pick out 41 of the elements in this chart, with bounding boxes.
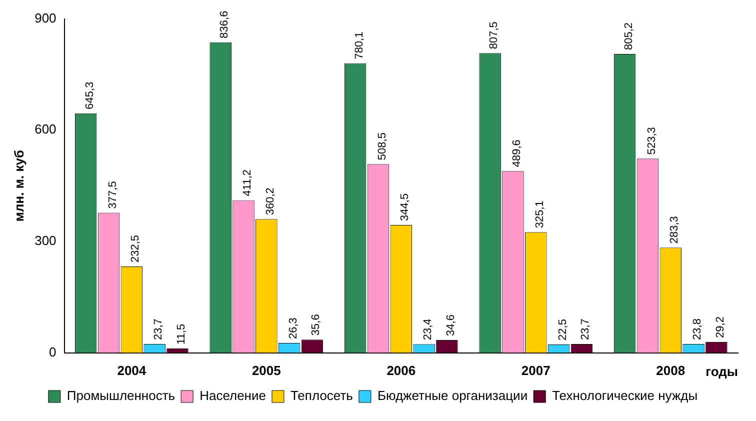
data-label: 11,5 bbox=[176, 324, 188, 345]
y-tick-label: 300 bbox=[34, 233, 56, 248]
data-label: 523,3 bbox=[646, 127, 658, 155]
data-label: 35,6 bbox=[310, 314, 322, 336]
data-label: 34,6 bbox=[444, 314, 457, 336]
y-tick-label: 600 bbox=[34, 122, 56, 137]
legend-label: Технологические нужды bbox=[552, 388, 698, 404]
x-tick-label: 2008 bbox=[656, 363, 686, 378]
y-axis-title: млн. м. куб bbox=[11, 150, 26, 222]
data-label: 508,5 bbox=[376, 132, 388, 160]
legend-label: Население bbox=[200, 388, 266, 404]
x-axis-title: годы bbox=[706, 364, 738, 379]
legend-label: Бюджетные организации bbox=[377, 388, 528, 404]
data-label: 377,5 bbox=[106, 181, 119, 209]
data-label: 807,5 bbox=[488, 22, 500, 50]
data-label: 645,3 bbox=[84, 82, 96, 110]
data-label: 836,6 bbox=[218, 10, 231, 38]
data-label: 805,2 bbox=[622, 22, 635, 50]
data-label: 360,2 bbox=[264, 188, 276, 216]
x-tick-label: 2004 bbox=[117, 363, 147, 378]
data-label: 344,5 bbox=[399, 193, 412, 221]
y-tick-label: 0 bbox=[49, 344, 56, 360]
data-label: 489,6 bbox=[511, 140, 524, 168]
legend-label: Промышленность bbox=[66, 388, 176, 404]
data-label: 780,1 bbox=[353, 32, 366, 60]
data-label: 23,7 bbox=[580, 318, 592, 340]
data-label: 22,5 bbox=[556, 319, 569, 340]
x-tick-label: 2007 bbox=[521, 363, 550, 378]
data-label: 411,2 bbox=[242, 169, 254, 196]
data-label: 232,5 bbox=[130, 234, 142, 263]
data-label: 26,3 bbox=[287, 318, 300, 340]
data-label: 23,8 bbox=[692, 318, 704, 340]
data-label: 23,4 bbox=[422, 318, 434, 340]
x-tick-label: 2005 bbox=[252, 363, 281, 378]
legend-label: Теплосеть bbox=[290, 388, 354, 404]
data-label: 283,3 bbox=[668, 216, 681, 244]
data-label: 23,7 bbox=[152, 318, 165, 340]
y-tick-label: 900 bbox=[34, 10, 56, 26]
data-label: 29,2 bbox=[714, 316, 726, 338]
data-label: 325,1 bbox=[534, 200, 546, 228]
x-tick-label: 2006 bbox=[386, 363, 416, 378]
